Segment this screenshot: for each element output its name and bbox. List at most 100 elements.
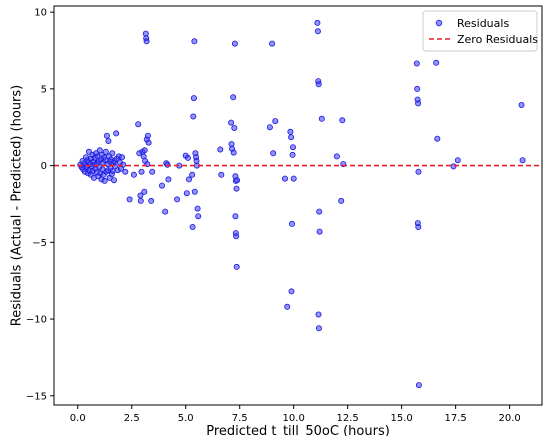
scatter-point: [137, 197, 144, 204]
scatter-point: [195, 213, 202, 220]
scatter-point: [141, 147, 148, 154]
scatter-point: [144, 132, 151, 139]
legend: Residuals Zero Residuals: [422, 10, 538, 52]
scatter-point: [189, 223, 196, 230]
scatter-point: [289, 144, 296, 151]
scatter-point: [141, 188, 148, 195]
scatter-point: [316, 228, 323, 235]
x-axis: 0.0 2.5 5.0 7.5 10.0 12.5 15.0 17.5 20.0: [70, 405, 521, 424]
scatter-point: [148, 197, 155, 204]
scatter-point: [185, 176, 192, 183]
x-tick-label: 5.0: [178, 413, 194, 424]
scatter-point: [314, 28, 321, 35]
scatter-point: [413, 60, 420, 67]
x-axis-label: Predicted t_till_50oC (hours): [206, 424, 390, 436]
legend-label-zero-residuals: Zero Residuals: [457, 33, 538, 46]
y-tick-label: −10: [26, 315, 47, 326]
scatter-point: [109, 150, 116, 157]
scatter-point: [333, 153, 340, 160]
x-tick-label: 17.5: [444, 413, 466, 424]
scatter-point: [228, 119, 235, 126]
x-tick-label: 15.0: [391, 413, 413, 424]
scatter-point: [231, 40, 238, 47]
scatter-point: [288, 220, 295, 227]
scatter-point: [233, 263, 240, 270]
scatter-point: [289, 151, 296, 158]
scatter-point: [126, 196, 133, 203]
scatter-point: [339, 117, 346, 124]
scatter-point: [143, 38, 150, 45]
scatter-point: [190, 113, 197, 120]
scatter-point: [158, 182, 165, 189]
scatter-point: [316, 208, 323, 215]
scatter-point: [318, 115, 325, 122]
scatter-point: [315, 325, 322, 332]
scatter-point: [338, 197, 345, 204]
scatter-point: [314, 19, 321, 26]
scatter-point: [145, 139, 152, 146]
scatter-point: [101, 177, 108, 184]
scatter-point: [518, 102, 525, 109]
scatter-point: [119, 154, 126, 161]
scatter-point: [284, 303, 291, 310]
scatter-point: [281, 175, 288, 182]
x-tick-label: 0.0: [70, 413, 86, 424]
scatter-point: [266, 124, 273, 131]
scatter-point: [272, 118, 279, 125]
scatter-point: [434, 135, 441, 142]
scatter-point: [135, 121, 142, 128]
scatter-point: [288, 288, 295, 295]
scatter-point: [415, 100, 422, 107]
scatter-point: [519, 157, 526, 164]
x-tick-label: 2.5: [124, 413, 140, 424]
scatter-point: [270, 150, 277, 157]
scatter-point: [190, 95, 197, 102]
scatter-point: [287, 128, 294, 135]
scatter-point: [288, 134, 295, 141]
scatter-point: [189, 171, 196, 178]
legend-box: [422, 10, 538, 52]
scatter-point: [105, 137, 112, 144]
x-tick-label: 10.0: [283, 413, 305, 424]
scatter-point: [315, 311, 322, 318]
x-tick-label: 20.0: [498, 413, 520, 424]
scatter-point: [217, 146, 224, 153]
scatter-point: [232, 213, 239, 220]
y-tick-label: −15: [26, 391, 47, 402]
scatter-point: [415, 223, 422, 230]
scatter-point: [191, 188, 198, 195]
x-tick-label: 7.5: [232, 413, 248, 424]
scatter-point: [191, 38, 198, 45]
scatter-point: [164, 161, 171, 168]
scatter-point: [230, 149, 237, 156]
scatter-point: [230, 94, 237, 101]
scatter-point: [231, 125, 238, 132]
scatter-point: [184, 154, 191, 161]
scatter-point: [113, 130, 120, 137]
scatter-point: [414, 85, 421, 92]
scatter-point: [233, 233, 240, 240]
scatter-point: [149, 168, 156, 175]
scatter-point: [415, 168, 422, 175]
scatter-point: [218, 171, 225, 178]
scatter-point: [122, 168, 129, 175]
scatter-point: [233, 185, 240, 192]
scatter-point: [103, 132, 110, 139]
x-tick-label: 12.5: [337, 413, 359, 424]
legend-label-residuals: Residuals: [457, 17, 509, 30]
scatter-point: [130, 171, 137, 178]
scatter-point: [234, 177, 241, 184]
scatter-point: [111, 177, 118, 184]
points-layer: [77, 19, 526, 389]
scatter-point: [138, 168, 145, 175]
y-tick-label: 5: [41, 84, 47, 95]
scatter-point: [454, 157, 461, 164]
scatter-point: [183, 190, 190, 197]
scatter-point: [315, 81, 322, 88]
y-axis: −15 −10 −5 0 5 10: [26, 8, 54, 402]
y-tick-label: −5: [32, 238, 47, 249]
scatter-point: [194, 205, 201, 212]
scatter-point: [162, 208, 169, 215]
